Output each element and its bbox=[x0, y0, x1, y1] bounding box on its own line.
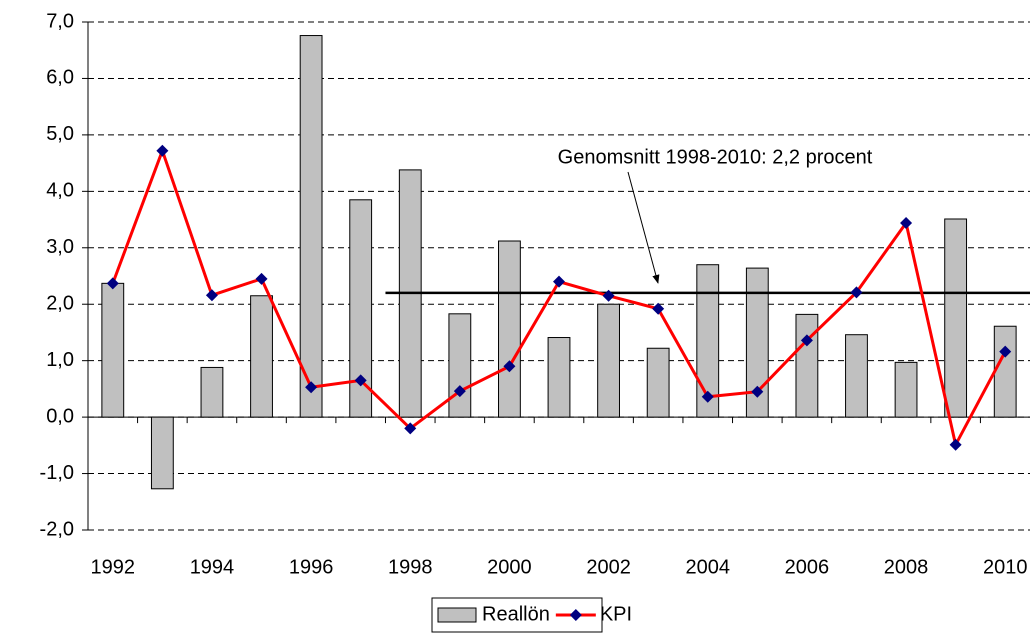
bar bbox=[696, 264, 720, 418]
bar bbox=[944, 218, 968, 418]
bar bbox=[200, 366, 224, 418]
marker bbox=[255, 272, 268, 285]
bar bbox=[101, 282, 125, 418]
marker bbox=[503, 360, 516, 373]
x-tick-label: 1996 bbox=[289, 556, 334, 578]
bar bbox=[299, 35, 323, 418]
bar bbox=[993, 325, 1017, 418]
marker bbox=[751, 385, 764, 398]
legend-swatch bbox=[437, 607, 477, 623]
x-tick-label: 2000 bbox=[487, 556, 532, 578]
bar bbox=[547, 337, 571, 418]
marker bbox=[404, 422, 417, 435]
y-tick-label: 7,0 bbox=[46, 10, 74, 32]
annotation: Genomsnitt 1998-2010: 2,2 procent bbox=[558, 146, 873, 168]
bar bbox=[795, 313, 819, 418]
legend-label: Reallön bbox=[482, 603, 550, 625]
marker bbox=[949, 438, 962, 451]
bar bbox=[845, 334, 868, 418]
marker bbox=[106, 277, 119, 290]
marker bbox=[701, 390, 714, 403]
marker bbox=[305, 381, 318, 394]
marker bbox=[652, 302, 665, 315]
bar bbox=[498, 240, 521, 418]
y-tick-label: 6,0 bbox=[46, 67, 74, 89]
y-tick-label: -1,0 bbox=[40, 462, 74, 484]
bar bbox=[250, 295, 273, 418]
x-tick-label: 2008 bbox=[884, 556, 929, 578]
x-tick-label: 2004 bbox=[685, 556, 730, 578]
x-tick-label: 2010 bbox=[983, 556, 1028, 578]
x-tick-label: 1998 bbox=[388, 556, 433, 578]
y-tick-label: -2,0 bbox=[40, 518, 74, 540]
marker bbox=[900, 216, 913, 229]
y-tick-label: 0,0 bbox=[46, 405, 74, 427]
marker bbox=[553, 275, 565, 288]
marker bbox=[156, 144, 169, 157]
marker bbox=[602, 289, 615, 302]
marker bbox=[453, 385, 466, 398]
legend-label: KPI bbox=[600, 603, 632, 625]
marker bbox=[205, 289, 218, 302]
bar bbox=[597, 303, 620, 418]
marker bbox=[800, 334, 813, 347]
bar bbox=[349, 199, 373, 418]
bar bbox=[150, 416, 174, 490]
x-tick-label: 1994 bbox=[190, 556, 235, 578]
legend-marker bbox=[569, 609, 582, 621]
y-tick-label: 3,0 bbox=[46, 236, 74, 258]
bar bbox=[646, 347, 670, 418]
marker bbox=[850, 286, 863, 299]
marker bbox=[354, 374, 367, 387]
marker bbox=[999, 345, 1012, 358]
y-tick-label: 5,0 bbox=[46, 123, 74, 145]
x-tick-label: 2006 bbox=[785, 556, 830, 578]
y-tick-label: 4,0 bbox=[46, 180, 74, 202]
x-tick-label: 1992 bbox=[91, 556, 136, 578]
bar bbox=[448, 313, 472, 418]
y-tick-label: 1,0 bbox=[46, 349, 74, 371]
bar bbox=[894, 361, 918, 418]
annotation-arrow bbox=[627, 171, 660, 284]
y-tick-label: 2,0 bbox=[46, 293, 74, 315]
x-tick-label: 2002 bbox=[586, 556, 631, 578]
bar bbox=[745, 267, 769, 418]
